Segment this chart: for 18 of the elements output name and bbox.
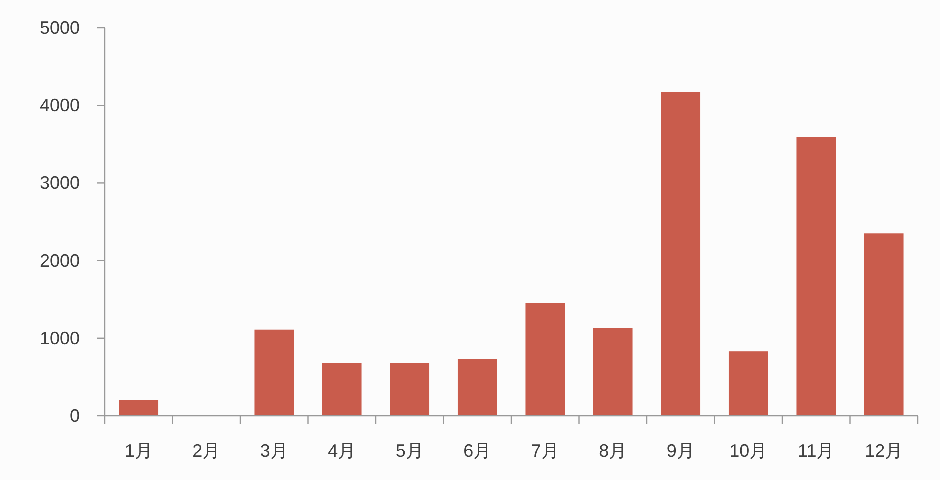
y-tick-label: 2000	[40, 250, 80, 271]
x-tick-label: 8月	[599, 441, 628, 461]
x-tick-label: 6月	[464, 441, 492, 461]
x-tick-label: 2月	[192, 441, 221, 461]
y-tick-label: 4000	[40, 96, 80, 116]
x-tick-label: 5月	[396, 441, 424, 461]
x-tick-label: 10月	[730, 441, 768, 461]
x-tick-label: 3月	[260, 441, 288, 461]
x-tick-label: 1月	[124, 441, 153, 461]
x-tick-label: 4月	[328, 441, 356, 461]
x-tick-label: 9月	[666, 441, 695, 461]
x-tick-label: 7月	[531, 441, 560, 461]
y-tick-label: 3000	[40, 173, 80, 194]
y-tick-label: 5000	[40, 18, 80, 38]
y-tick-label: 1000	[40, 328, 80, 348]
y-tick-label: 0	[70, 406, 80, 426]
x-tick-label: 11月	[798, 441, 835, 461]
x-tick-label: 12月	[865, 441, 904, 461]
